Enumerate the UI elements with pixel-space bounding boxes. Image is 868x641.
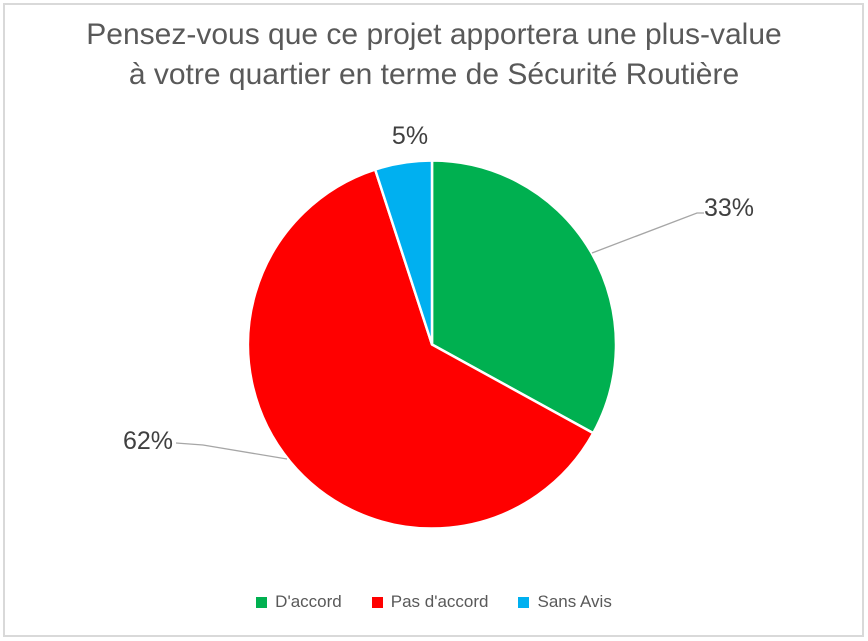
legend-label-sans-avis: Sans Avis: [537, 592, 612, 611]
pie-slice-pas-daccord[interactable]: [246, 168, 595, 530]
legend-marker-daccord: [256, 596, 268, 608]
legend-label-daccord: D'accord: [275, 592, 342, 611]
pie-slice-daccord[interactable]: [430, 159, 618, 435]
legend-marker-sans-avis: [518, 596, 530, 608]
chart-title: Pensez-vous que ce projet apportera une …: [0, 15, 868, 95]
legend-item-pas-daccord[interactable]: Pas d'accord: [371, 592, 489, 612]
legend-item-sans-avis[interactable]: Sans Avis: [518, 592, 612, 612]
legend-marker-pas-daccord: [371, 596, 383, 608]
leader-line-daccord: [591, 212, 704, 254]
legend-label-pas-daccord: Pas d'accord: [390, 592, 489, 611]
leader-line-pas-daccord: [175, 442, 288, 460]
legend-item-daccord[interactable]: D'accord: [256, 592, 342, 612]
chart-title-line-2: à votre quartier en terme de Sécurité Ro…: [128, 58, 740, 91]
pie-slice-sans-avis[interactable]: [373, 159, 434, 346]
chart-legend: D'accord Pas d'accord Sans Avis: [0, 592, 868, 612]
data-label-daccord: 33%: [704, 194, 754, 222]
data-label-sans-avis: 5%: [392, 122, 428, 150]
data-label-pas-daccord: 62%: [123, 427, 173, 455]
chart-title-line-1: Pensez-vous que ce projet apportera une …: [86, 18, 782, 51]
